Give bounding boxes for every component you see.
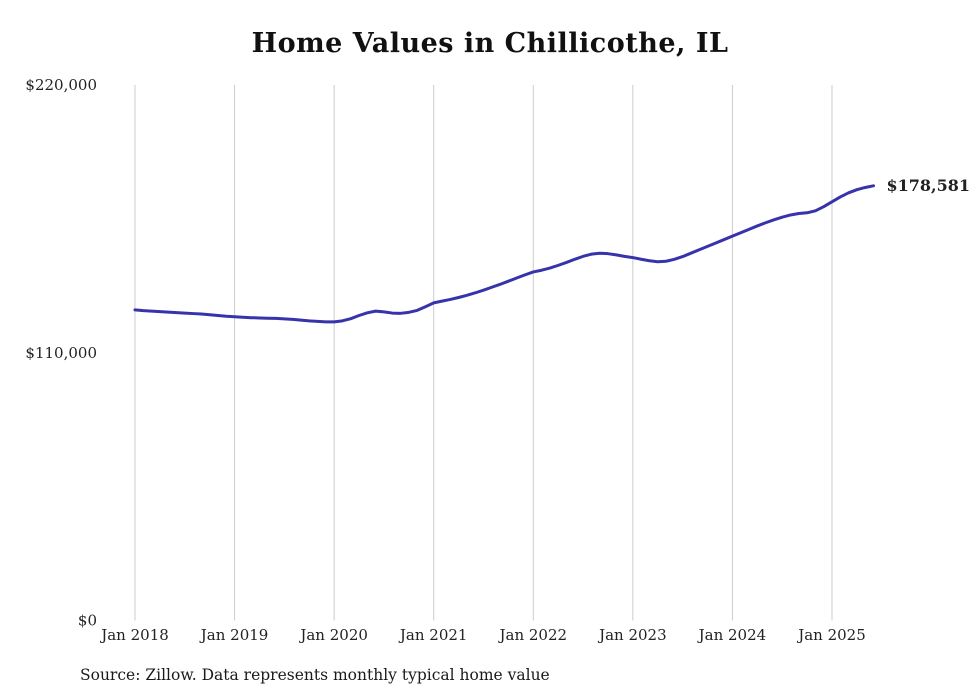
home-value-series-line [133, 184, 875, 324]
x-tick-label: Jan 2024 [697, 626, 767, 644]
x-tick-label: Jan 2018 [99, 626, 169, 644]
x-tick-label: Jan 2021 [398, 626, 468, 644]
x-tick-label: Jan 2023 [597, 626, 667, 644]
x-tick-label: Jan 2022 [497, 626, 567, 644]
current-value-label: $178,581 [886, 176, 970, 195]
source-note: Source: Zillow. Data represents monthly … [80, 666, 550, 684]
x-tick-label: Jan 2019 [199, 626, 269, 644]
chart-title: Home Values in Chillicothe, IL [251, 28, 729, 59]
x-tick-label: Jan 2025 [796, 626, 866, 644]
y-tick-label: $110,000 [25, 344, 97, 362]
y-tick-label: $0 [78, 612, 97, 630]
y-tick-label: $220,000 [25, 76, 97, 94]
x-tick-label: Jan 2020 [298, 626, 368, 644]
